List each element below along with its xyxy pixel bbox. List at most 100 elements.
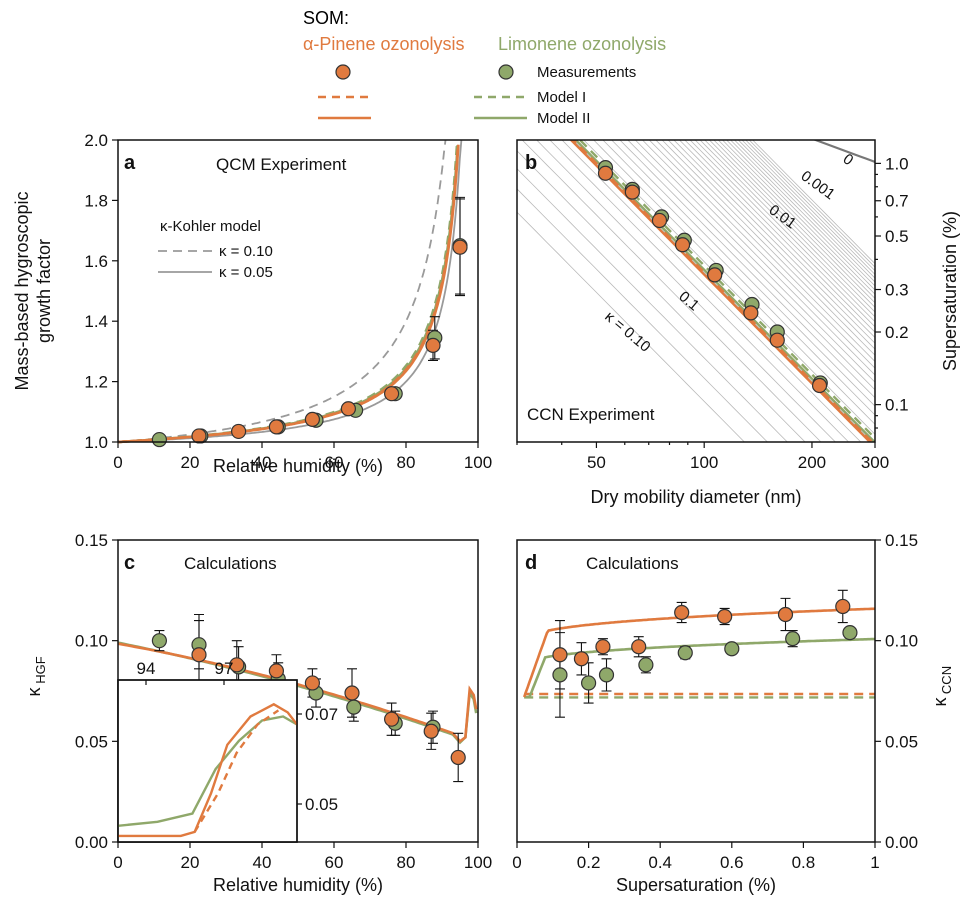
- kappa-gridline: [717, 140, 875, 300]
- panel-d-point: [552, 667, 568, 683]
- panel-a-xtick-label: 60: [325, 453, 344, 472]
- panel-d-point: [835, 598, 851, 615]
- kohler-k005-label: κ = 0.05: [219, 264, 273, 281]
- panel-d-title: Calculations: [586, 554, 679, 573]
- inset-pinene-model1: [193, 709, 280, 833]
- kappa-gridline: [713, 140, 875, 304]
- panel-a-ytick-label: 1.0: [84, 433, 108, 452]
- legend: SOM: α-Pinene ozonolysis Limonene ozonol…: [303, 8, 666, 127]
- panel-d-point: [777, 606, 794, 623]
- panel-a-point: [340, 401, 356, 417]
- panel-d-point: [724, 641, 740, 657]
- panel-d-point: [573, 651, 590, 667]
- panel-c-title: Calculations: [184, 554, 277, 573]
- panel-d-point: [552, 647, 568, 663]
- kappa-gridline: [641, 140, 875, 376]
- panel-b-xtick-label: 50: [587, 453, 606, 472]
- panel-a-xtick-label: 80: [397, 453, 416, 472]
- panel-a-xtick-label: 40: [253, 453, 272, 472]
- panel-a-point: [384, 386, 400, 402]
- panel-b-point: [651, 212, 668, 229]
- panel-b-ytick-label: 0.5: [885, 227, 909, 246]
- panel-b-ytick-label: 0.2: [885, 323, 909, 342]
- legend-pinene-marker: [335, 64, 351, 80]
- kappa-gridline: [684, 140, 875, 333]
- kappa-gridline: [689, 140, 875, 328]
- panel-a-point: [268, 419, 284, 435]
- panel-d-point: [580, 675, 597, 691]
- inset-limonene-model: [117, 715, 298, 827]
- panel-b-point: [624, 184, 640, 200]
- kappa-gridline: [517, 168, 788, 442]
- panel-c-point: [268, 663, 284, 679]
- kappa-gridline: [733, 140, 875, 283]
- panel-b-frame: [516, 139, 876, 443]
- panel-d-point: [638, 657, 654, 673]
- panel-d-xtick-label: 0: [512, 853, 521, 872]
- kappa-gridline: [549, 140, 850, 442]
- kappa-gridline: [752, 140, 875, 265]
- kohler-k005-curve: [117, 139, 463, 443]
- kappa-gridline: [673, 140, 875, 344]
- legend-heading: SOM:: [303, 8, 349, 28]
- panel-a-point: [425, 337, 441, 353]
- panel-c-xtick-label: 60: [325, 853, 344, 872]
- legend-limonene-marker: [498, 64, 514, 80]
- panel-d-ytick-label: 0.00: [885, 833, 918, 852]
- panel-d-pinene-model2: [522, 607, 876, 698]
- panel-c-point: [423, 723, 439, 739]
- kappa-gridline: [704, 140, 875, 313]
- panel-d-xtick-label: 0.8: [792, 853, 816, 872]
- panel-a-ylabel-1: Mass-based hygroscopic: [12, 191, 32, 390]
- panel-c-point: [450, 749, 466, 766]
- kappa-gridline: [694, 140, 875, 323]
- panel-b-pinene-model1: [571, 140, 874, 442]
- panel-b-ytick-label: 1.0: [885, 154, 909, 173]
- kappa-gridline: [737, 140, 875, 279]
- kappa-gridline: [561, 140, 862, 442]
- panel-a-point: [304, 411, 320, 427]
- kappa-gridline: [521, 140, 822, 442]
- inset-frame-top: [117, 679, 298, 843]
- panel-a-pinene-model1: [117, 144, 460, 444]
- kappa-gridline: [648, 140, 875, 369]
- panel-b-point: [597, 165, 614, 181]
- panel-a-ylabel-2: growth factor: [34, 239, 54, 343]
- panel-c-xtick-label: 20: [181, 853, 200, 872]
- inset-ytick-label: 0.07: [305, 705, 338, 724]
- panel-d-xlabel: Supersaturation (%): [616, 875, 776, 895]
- panel-d-ylabel-sub: CCN: [939, 666, 954, 694]
- panel-a-ytick-label: 1.4: [84, 312, 108, 331]
- panel-b-xtick-label: 200: [798, 453, 826, 472]
- panel-b-point: [707, 267, 723, 283]
- panel-a: 0 20 40 60 80 100 1.0 1.2 1.4 1.6 1.8 2.0 a QCM Exp…: [12, 131, 492, 476]
- panel-c-ylabel: κ HGF: [24, 656, 48, 696]
- kappa-gridline: [725, 140, 875, 291]
- kappa-gridline: [729, 140, 875, 287]
- kappa-gridline: [699, 140, 875, 318]
- kappa-gridline: [517, 150, 806, 442]
- panel-a-limonene-model1: [117, 140, 459, 444]
- kappa-gridline: [517, 188, 768, 442]
- panel-b-ytick-label: 0.3: [885, 281, 909, 300]
- kappa-gridline: [655, 140, 875, 363]
- panel-b-point: [674, 237, 691, 253]
- kohler-title: κ-Kohler model: [160, 218, 261, 235]
- kappa-gridline: [517, 211, 745, 442]
- panel-d-xtick-label: 0.6: [720, 853, 744, 872]
- panel-a-xtick-label: 20: [181, 453, 200, 472]
- panel-a-xtick-label: 0: [113, 453, 122, 472]
- panel-d-point: [785, 631, 801, 647]
- inset-ytick-label: 0.05: [305, 795, 338, 814]
- kappa-gridline: [634, 140, 875, 383]
- panel-c-point: [346, 699, 362, 715]
- panel-c-ylabel-main: κ: [24, 687, 44, 697]
- panel-b-xlabel: Dry mobility diameter (nm): [590, 487, 801, 507]
- panel-d-xtick-label: 1: [870, 853, 879, 872]
- panel-a-ytick-label: 1.2: [84, 373, 108, 392]
- panel-a-limonene-model2: [117, 145, 459, 444]
- panel-d-ytick-label: 0.05: [885, 732, 918, 751]
- panel-c-ytick-label: 0.10: [75, 632, 108, 651]
- panel-b-xtick-label: 300: [861, 453, 889, 472]
- panel-a-xlabel: Relative humidity (%): [213, 456, 383, 476]
